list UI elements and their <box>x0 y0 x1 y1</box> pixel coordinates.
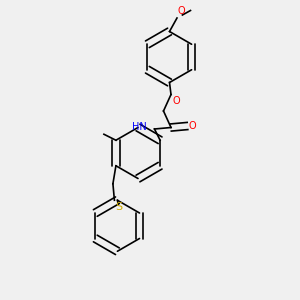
Text: HN: HN <box>132 122 147 133</box>
Text: O: O <box>189 121 196 131</box>
Text: O: O <box>172 96 180 106</box>
Text: O: O <box>178 7 185 16</box>
Text: S: S <box>115 202 122 212</box>
